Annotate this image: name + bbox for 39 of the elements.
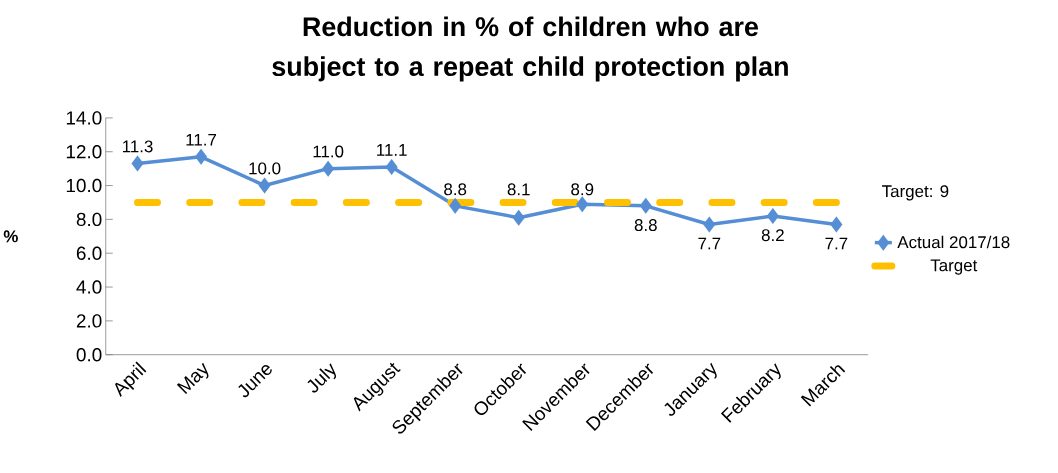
legend-label: Actual 2017/18 (897, 235, 1010, 249)
point (703, 216, 716, 233)
point (576, 196, 589, 213)
y-tick-label: 12.0 (66, 145, 102, 159)
data-label: 10.0 (249, 162, 281, 175)
point (322, 160, 335, 177)
y-tick-label: 14.0 (66, 111, 102, 125)
point (258, 177, 271, 194)
data-label: 7.7 (698, 237, 721, 250)
point (195, 148, 208, 166)
x-tick-label: May (176, 363, 209, 395)
y-tick-label: 4.0 (76, 280, 102, 294)
data-label: 8.8 (444, 183, 467, 196)
legend-label: Target (930, 259, 978, 275)
data-label: 7.7 (825, 237, 848, 250)
point (766, 208, 779, 225)
y-axis-title: % (3, 230, 18, 243)
chart-title: Reduction in % of children who are subject to a repeat child protection plan (272, 16, 788, 82)
point (385, 159, 398, 176)
point (449, 198, 462, 215)
data-label: 11.0 (313, 145, 344, 158)
y-tick-label: 6.0 (76, 246, 102, 261)
y-tick-label: 8.0 (76, 212, 102, 227)
data-label: 8.8 (634, 219, 657, 232)
x-tick-label: July (307, 363, 336, 393)
data-label: 8.9 (571, 183, 594, 196)
y-tick-label: 10.0 (66, 179, 102, 193)
point (131, 155, 144, 172)
data-label: 11.7 (186, 134, 217, 146)
data-label: 8.1 (507, 183, 530, 196)
text: Target: 9 (882, 185, 949, 201)
point (512, 209, 525, 226)
y-tick-label: 2.0 (76, 314, 102, 328)
data-label: 11.1 (377, 144, 407, 156)
data-label: 11.3 (122, 140, 153, 153)
point (639, 198, 652, 215)
point (830, 216, 843, 233)
y-tick-label: 0.0 (76, 348, 102, 362)
data-label: 8.2 (761, 229, 784, 242)
